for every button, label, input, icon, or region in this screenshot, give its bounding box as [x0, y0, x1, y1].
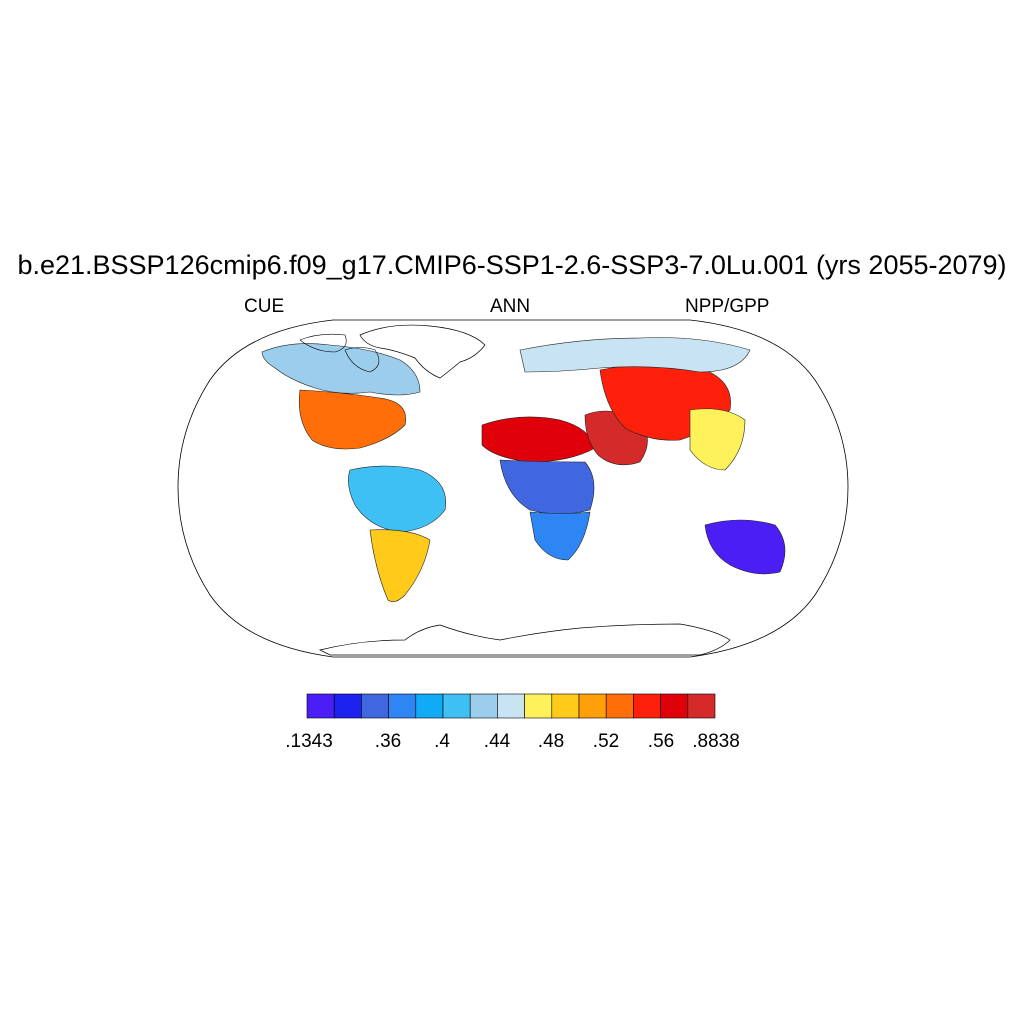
colorbar-tick-label: .8838 [692, 731, 740, 752]
colorbar-tick-label: .44 [483, 731, 511, 752]
colorbar-box [361, 693, 389, 719]
colorbar-tick-label: .36 [374, 731, 402, 752]
colorbar-box [442, 693, 471, 719]
region-amazon [348, 465, 447, 533]
colorbar [306, 693, 716, 719]
colorbar-box [333, 693, 362, 719]
colorbar-box [551, 693, 580, 719]
colorbar-box [605, 693, 634, 719]
right-subtitle: NPP/GPP [685, 296, 770, 317]
antarctica-outline [318, 623, 731, 656]
left-subtitle: CUE [244, 296, 285, 317]
colorbar-tick-label: .1343 [285, 731, 333, 752]
colorbar-box [578, 693, 607, 719]
colorbar-box [415, 693, 444, 719]
colorbar-box [388, 693, 417, 719]
region-central-us [298, 389, 407, 450]
colorbar-box [687, 693, 716, 719]
colorbar-box [524, 693, 553, 719]
colorbar-box [660, 693, 689, 719]
region-north-america-boreal [261, 343, 421, 396]
region-southern-africa [529, 511, 591, 561]
region-southern-south-america [369, 529, 431, 602]
map-border [177, 319, 849, 658]
region-siberia [519, 337, 751, 373]
colorbar-tick-label: .4 [434, 731, 450, 752]
colorbar-tick-label: .56 [647, 731, 675, 752]
colorbar-tick-label: .48 [537, 731, 565, 752]
region-central-africa [499, 459, 595, 515]
greenland-outline [359, 324, 486, 379]
colorbar-tick-label: .52 [592, 731, 620, 752]
center-subtitle: ANN [490, 296, 531, 317]
region-australia [704, 519, 786, 575]
plot-title: b.e21.BSSP126cmip6.f09_g17.CMIP6-SSP1-2.… [17, 250, 1007, 280]
arctic-islands-outline [299, 333, 380, 373]
region-sahel [481, 416, 596, 463]
colorbar-box [306, 693, 335, 719]
map-field-layer [261, 337, 786, 602]
colorbar-box [497, 693, 525, 719]
colorbar-box [633, 693, 661, 719]
colorbar-box [469, 693, 498, 719]
region-east-asia [689, 408, 746, 471]
